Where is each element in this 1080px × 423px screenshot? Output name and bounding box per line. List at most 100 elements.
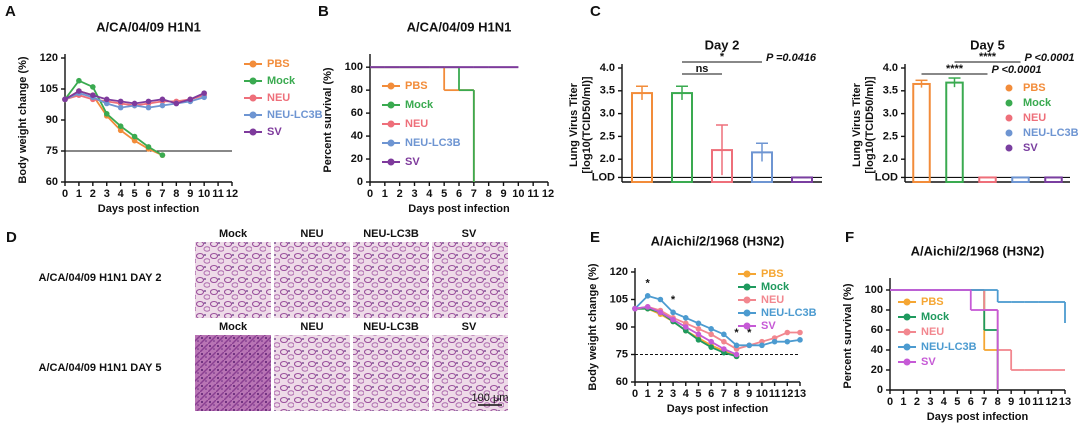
data-point <box>159 152 166 158</box>
legend-label: PBS <box>1023 82 1046 94</box>
y-tick-label: 4.0 <box>600 62 615 74</box>
x-tick-label: 3 <box>927 396 933 408</box>
legend-marker <box>903 298 911 306</box>
x-tick-label: 8 <box>173 188 179 200</box>
x-tick-label: 6 <box>145 188 151 200</box>
legend-marker <box>249 77 257 85</box>
legend-label: NEU <box>921 326 944 338</box>
p-value: P <0.0001 <box>992 64 1042 76</box>
x-tick-label: 2 <box>90 188 96 200</box>
column-title: SV <box>462 228 477 240</box>
legend-marker <box>249 111 257 119</box>
legend-label: Mock <box>1023 97 1052 109</box>
column-title: SV <box>462 321 477 333</box>
data-point <box>76 77 82 84</box>
panel-label: B <box>318 3 329 20</box>
x-tick-label: 7 <box>981 396 987 408</box>
legend-marker <box>743 296 751 304</box>
histology-image <box>195 335 271 411</box>
data-point <box>117 104 124 111</box>
chart-title: Day 5 <box>970 37 1005 52</box>
data-point <box>708 344 714 350</box>
data-point <box>145 104 152 111</box>
legend-marker <box>903 358 911 366</box>
x-tick-label: 10 <box>512 188 524 200</box>
data-point <box>771 338 778 345</box>
x-tick-label: 9 <box>1008 396 1014 408</box>
x-tick-label: 6 <box>968 396 974 408</box>
row-title: A/CA/04/09 H1N1 DAY 5 <box>39 362 162 374</box>
legend-label: NEU <box>1023 112 1046 124</box>
x-tick-label: 11 <box>212 188 224 200</box>
histology-image <box>353 242 429 318</box>
y-tick-label: 60 <box>871 324 883 336</box>
data-point <box>90 84 96 90</box>
x-tick-label: 4 <box>941 396 948 408</box>
x-tick-label: 12 <box>1045 396 1057 408</box>
legend-label: Mock <box>405 99 434 111</box>
x-tick-label: 5 <box>132 188 138 200</box>
x-tick-label: 3 <box>104 188 110 200</box>
chart-title: A/Aichi/2/1968 (H3N2) <box>911 243 1045 258</box>
x-tick-label: 5 <box>954 396 960 408</box>
x-tick-label: 2 <box>397 188 403 200</box>
bar <box>631 92 653 183</box>
legend-label: SV <box>267 126 282 138</box>
data-point <box>721 346 727 352</box>
x-tick-label: 10 <box>198 188 210 200</box>
y-tick-label: 100 <box>865 284 883 296</box>
y-axis-label: [log10(TCID50/ml)] <box>864 76 876 174</box>
data-point <box>695 331 702 338</box>
data-point <box>117 123 124 129</box>
x-tick-label: 12 <box>226 188 238 200</box>
data-point <box>644 304 651 310</box>
y-tick-label: LOD <box>592 171 615 183</box>
chart-title: A/CA/04/09 H1N1 <box>96 19 201 34</box>
y-axis-label: Percent survival (%) <box>322 67 334 172</box>
histology-image <box>432 335 508 411</box>
legend-marker <box>1005 129 1013 137</box>
legend-marker <box>1005 114 1013 122</box>
y-tick-label: 3.5 <box>600 85 615 97</box>
data-point <box>131 137 138 144</box>
data-point <box>117 127 124 134</box>
x-axis-label: Days post infection <box>408 203 510 215</box>
significance-mark: * <box>747 327 752 339</box>
y-tick-label: 2.0 <box>600 153 615 165</box>
column-title: NEU-LC3B <box>363 321 419 333</box>
y-tick-label: 60 <box>351 107 363 119</box>
legend-label: NEU-LC3B <box>761 307 817 319</box>
data-point <box>670 309 676 316</box>
legend-label: NEU <box>267 92 290 104</box>
legend-label: Mock <box>921 311 950 323</box>
y-tick-label: 100 <box>345 61 363 73</box>
panel-label: C <box>590 3 601 20</box>
data-point <box>644 293 651 299</box>
bar <box>671 92 693 183</box>
panel-label: F <box>845 229 854 246</box>
scale-bar-label: 100 μm <box>472 392 509 404</box>
panel-label: D <box>6 229 17 246</box>
data-point <box>682 315 689 321</box>
y-tick-label: 0 <box>357 176 363 188</box>
x-tick-label: 9 <box>500 188 506 200</box>
column-title: NEU <box>300 321 323 333</box>
legend-marker <box>387 139 395 147</box>
x-tick-label: 4 <box>683 388 690 400</box>
y-tick-label: 3.0 <box>600 108 615 120</box>
x-tick-label: 7 <box>471 188 477 200</box>
legend-label: NEU <box>405 118 428 130</box>
x-tick-label: 4 <box>426 188 433 200</box>
y-tick-label: 20 <box>871 364 883 376</box>
legend-marker <box>249 94 257 102</box>
y-tick-label: 90 <box>46 114 58 126</box>
x-tick-label: 9 <box>187 188 193 200</box>
histology-panel: D A/CA/04/09 H1N1 DAY 2 A/CA/04/09 H1N1 … <box>6 228 508 411</box>
histology-image <box>274 335 350 411</box>
data-point <box>201 90 207 96</box>
x-axis-label: Days post infection <box>667 403 769 415</box>
x-tick-label: 5 <box>441 188 447 200</box>
legend-label: PBS <box>405 80 428 92</box>
chart: Day 5 LOD 2.0 2.5 3.0 3.5 4.0 Lung Virus Titer[… <box>851 37 1079 183</box>
